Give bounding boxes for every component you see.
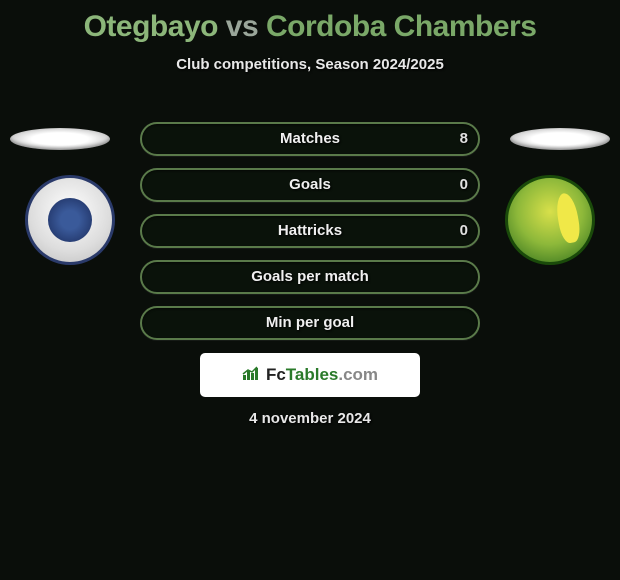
player1-name: Otegbayo: [84, 10, 218, 43]
stat-row-matches: Matches 8: [140, 122, 480, 156]
stat-row-goals-per-match: Goals per match: [140, 260, 480, 294]
logo-com: .com: [338, 365, 378, 384]
stats-container: Matches 8 Goals 0 Hattricks 0 Goals per …: [140, 122, 480, 352]
stat-label: Goals per match: [142, 262, 478, 292]
stat-label: Min per goal: [142, 308, 478, 338]
stat-label: Hattricks: [142, 216, 478, 246]
stat-row-goals: Goals 0: [140, 168, 480, 202]
logo-tables: Tables: [286, 365, 339, 384]
player1-club-crest: [25, 175, 115, 265]
logo-fc: Fc: [266, 365, 286, 384]
stat-row-min-per-goal: Min per goal: [140, 306, 480, 340]
fctables-logo: FcTables.com: [200, 353, 420, 397]
player1-name-pill: [10, 128, 110, 150]
date-text: 4 november 2024: [0, 410, 620, 427]
stat-right-value: 8: [460, 124, 468, 154]
stat-label: Goals: [142, 170, 478, 200]
player2-name-pill: [510, 128, 610, 150]
stat-row-hattricks: Hattricks 0: [140, 214, 480, 248]
player2-name: Cordoba Chambers: [266, 10, 536, 43]
subtitle: Club competitions, Season 2024/2025: [0, 56, 620, 73]
player2-club-crest: [505, 175, 595, 265]
vs-text: vs: [226, 10, 258, 43]
stat-label: Matches: [142, 124, 478, 154]
bar-chart-icon: [242, 354, 262, 398]
comparison-title: Otegbayo vs Cordoba Chambers: [0, 0, 620, 44]
stat-right-value: 0: [460, 170, 468, 200]
stat-right-value: 0: [460, 216, 468, 246]
